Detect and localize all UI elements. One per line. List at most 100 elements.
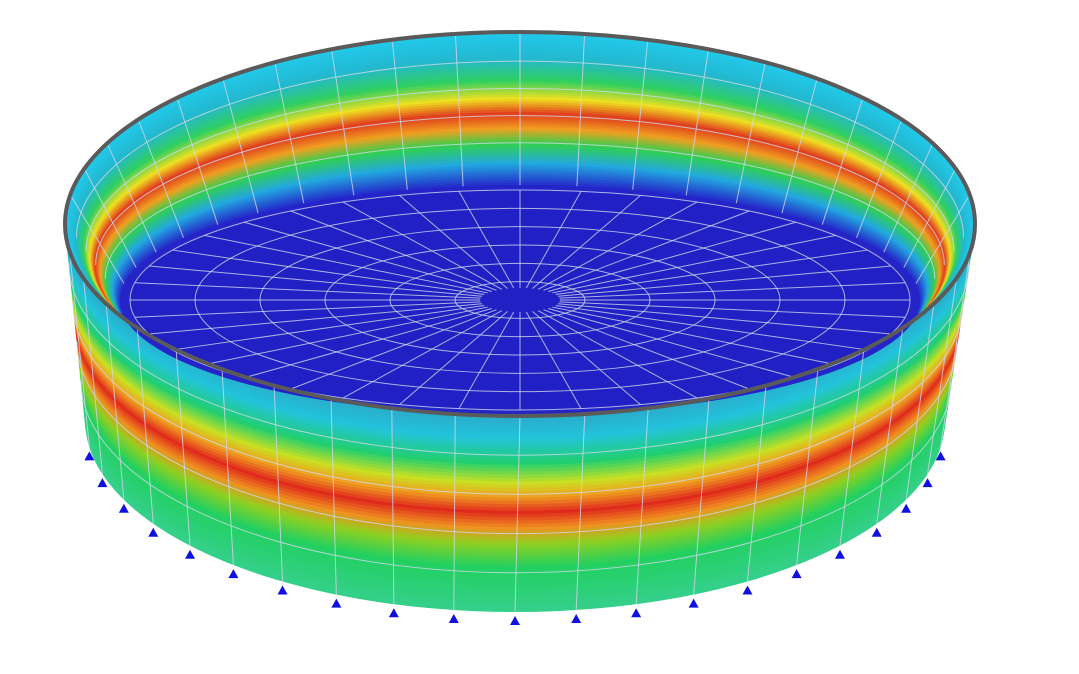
floor-radial: [548, 308, 796, 379]
inner-grid: [883, 144, 933, 253]
inner-grid: [576, 35, 585, 187]
wall-ring: [80, 380, 952, 574]
floor-radial: [244, 308, 492, 379]
floor-radial: [555, 304, 868, 351]
wall-grid: [927, 278, 958, 475]
wall-grid: [693, 398, 710, 595]
floor-radial: [149, 303, 483, 335]
rim: [63, 30, 977, 418]
support: [688, 598, 699, 608]
floor-radial: [399, 195, 508, 289]
inner-grid: [391, 41, 408, 190]
support: [631, 608, 642, 618]
floor-radial: [204, 234, 488, 294]
inner-grid: [274, 64, 305, 204]
support: [388, 608, 399, 618]
inner-ring: [76, 60, 964, 238]
inner-grid: [856, 121, 902, 239]
inner-grid: [177, 99, 219, 225]
wall-grid: [82, 278, 103, 475]
wall-ring: [68, 263, 970, 456]
floor-radial: [537, 201, 698, 290]
support: [571, 614, 582, 624]
floor-radial: [532, 195, 641, 289]
wall-grid: [273, 385, 284, 582]
wall-grid: [905, 303, 935, 500]
wall-grid: [105, 303, 125, 500]
floor-radial: [458, 191, 515, 289]
floor-radial: [559, 301, 906, 318]
supports: [84, 451, 946, 625]
floor-radial: [134, 282, 481, 299]
inner-grid: [71, 196, 125, 284]
floor-radial: [149, 265, 483, 297]
inner-grid: [455, 35, 464, 187]
floor-radial: [290, 210, 497, 291]
floor-radial: [134, 301, 481, 318]
floor-radial: [458, 311, 515, 409]
wall-grid: [175, 349, 191, 546]
inner-grid: [222, 80, 259, 214]
wall-grid: [839, 349, 865, 546]
wall-grid: [940, 251, 971, 448]
inner-ring: [85, 87, 955, 252]
support: [510, 616, 520, 625]
wall-grid: [876, 327, 904, 524]
inner-grid: [821, 99, 863, 225]
support: [742, 585, 753, 595]
floor-radial: [543, 210, 750, 291]
support: [97, 478, 108, 488]
floor-radial: [552, 234, 836, 294]
wall-ring: [72, 302, 964, 495]
wall-grid: [635, 408, 649, 605]
inner-grid: [107, 144, 157, 253]
inner-ring: [95, 115, 945, 266]
inner-grid: [781, 80, 818, 214]
support: [922, 478, 933, 488]
floor-radial: [532, 311, 641, 405]
inner-ring: [104, 142, 936, 279]
floor-radial: [342, 201, 503, 290]
floor-radial: [552, 306, 836, 366]
floor-radial: [172, 249, 485, 296]
floor-radial: [204, 306, 488, 366]
inner-grid: [84, 170, 137, 268]
floor-radial: [537, 310, 698, 399]
wall-grid: [575, 414, 586, 611]
wall-grid: [514, 415, 521, 613]
support: [935, 451, 946, 461]
floor-radial: [559, 282, 906, 299]
wall-grid: [746, 385, 767, 582]
support: [871, 527, 882, 537]
floor-radial: [543, 309, 750, 390]
floor-radial: [548, 221, 796, 292]
support: [791, 569, 802, 579]
inner-grid: [632, 41, 649, 190]
wall-grid: [221, 369, 234, 566]
mesh-lines: [68, 34, 971, 613]
floor-radial: [290, 309, 497, 390]
floor-radial: [172, 304, 485, 351]
floor-radial: [525, 311, 582, 409]
wall-grid: [330, 398, 337, 595]
wall-grid: [453, 414, 456, 611]
support: [834, 549, 845, 559]
support: [448, 614, 459, 624]
support: [331, 598, 342, 608]
support: [901, 503, 912, 513]
support: [148, 527, 159, 537]
inner-grid: [138, 121, 184, 239]
inner-grid: [735, 64, 766, 204]
inner-grid: [331, 51, 355, 196]
inner-grid: [903, 170, 956, 268]
wall-grid: [391, 408, 395, 605]
support: [228, 569, 239, 579]
wall-grid: [796, 369, 819, 566]
wall-grid: [69, 251, 90, 448]
floor-radial: [244, 221, 492, 292]
inner-grid: [915, 196, 969, 284]
floor-radial: [525, 191, 582, 289]
